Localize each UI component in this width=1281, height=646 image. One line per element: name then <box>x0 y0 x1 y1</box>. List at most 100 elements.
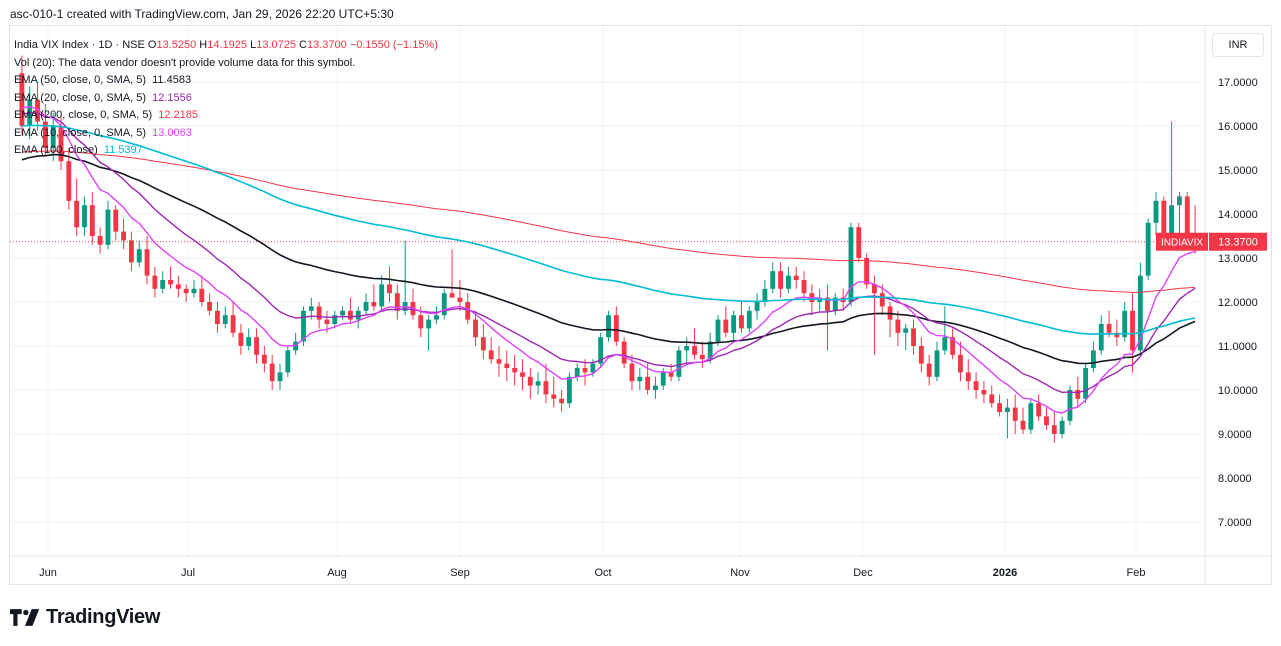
legend-close-value: 13.3700 <box>306 39 347 51</box>
candle <box>434 306 439 324</box>
candle-body <box>238 332 244 346</box>
candle-body <box>1044 416 1049 426</box>
chart-frame[interactable] <box>9 25 1272 585</box>
candle-body <box>324 319 330 324</box>
candle <box>1106 310 1112 338</box>
candle-body <box>1177 196 1182 206</box>
candle <box>973 372 979 399</box>
candle <box>1044 407 1049 430</box>
currency-button[interactable]: INR <box>1212 33 1264 57</box>
candle-body <box>918 346 924 364</box>
candle <box>269 354 275 390</box>
candle-body <box>566 376 572 404</box>
candle <box>926 354 932 386</box>
candle <box>637 368 643 390</box>
candle-body <box>1020 420 1026 430</box>
candle-body <box>1145 222 1151 276</box>
candle-body <box>42 121 48 148</box>
candle-body <box>473 319 478 338</box>
candle <box>230 302 236 338</box>
candle <box>653 376 658 399</box>
candle <box>246 328 252 351</box>
candle-body <box>832 297 838 311</box>
time-tick-label: Sep <box>450 567 470 579</box>
candle-body <box>997 403 1002 412</box>
candle-body <box>1130 310 1135 351</box>
candle-body <box>465 302 471 320</box>
candle-body <box>128 240 134 263</box>
candle <box>504 350 510 382</box>
candle-body <box>684 346 690 351</box>
candle-body <box>707 341 713 360</box>
candle-body <box>621 341 627 364</box>
candle <box>316 302 322 329</box>
candle <box>746 306 752 333</box>
candle-body <box>246 337 252 346</box>
candle <box>371 284 377 311</box>
badge-value-box <box>1209 232 1267 251</box>
candle-body <box>144 249 150 276</box>
time-tick-label: Feb <box>1127 567 1146 579</box>
candle <box>871 275 877 355</box>
candle <box>559 390 564 412</box>
legend-main-row: India VIX Index · 1D · NSE O13.5250 H14.… <box>14 37 438 55</box>
candle-body <box>590 363 596 373</box>
legend-symbol: India VIX Index · 1D · NSE <box>14 39 145 51</box>
price-tick-label: 15.0000 <box>1218 165 1258 177</box>
candle <box>551 376 557 408</box>
candle-body <box>903 328 909 333</box>
candle-body <box>754 302 760 311</box>
candle <box>332 310 338 329</box>
candle-body <box>168 280 173 285</box>
candle-body <box>387 284 392 294</box>
candle-body <box>676 350 682 377</box>
candle-body <box>793 275 799 280</box>
candle-body <box>1067 390 1073 421</box>
candle <box>832 293 838 316</box>
candle-body <box>308 306 314 311</box>
ema-lines <box>21 105 1196 414</box>
candle <box>739 302 744 333</box>
candle-body <box>770 271 776 289</box>
candle-body <box>1122 310 1128 338</box>
candle <box>942 306 948 355</box>
price-tick-label: 8.0000 <box>1218 473 1252 485</box>
candle <box>1114 319 1120 346</box>
candle-body <box>606 315 611 338</box>
candle <box>770 262 776 294</box>
candle <box>918 337 924 373</box>
candle-body <box>637 376 643 382</box>
candle <box>121 218 127 250</box>
legend-ema-50-row: EMA (50, close, 0, SMA, 5) 11.4583 <box>14 72 438 90</box>
candle-body <box>1137 275 1143 351</box>
time-tick-label: Jul <box>181 567 195 579</box>
tradingview-logo-text: TradingView <box>46 605 161 628</box>
candle <box>42 104 48 157</box>
candles <box>19 55 1198 443</box>
candle <box>1090 341 1096 373</box>
candle-body <box>1114 332 1120 338</box>
candle-body <box>199 288 205 302</box>
candle-body <box>762 288 768 302</box>
candle-body <box>121 231 127 241</box>
candle-body <box>660 372 666 386</box>
candle-body <box>746 310 752 329</box>
candle-body <box>50 126 56 148</box>
candle <box>582 359 588 386</box>
legend-ema-10-value: 13.0063 <box>152 126 192 139</box>
candle <box>1153 192 1159 236</box>
candle <box>394 284 400 320</box>
candle <box>144 236 150 285</box>
candle <box>1130 293 1135 373</box>
legend-open-label: O <box>147 39 157 51</box>
candle-body <box>668 372 674 377</box>
candle-body <box>363 302 369 311</box>
candle-body <box>332 315 338 324</box>
candle <box>1098 315 1104 355</box>
candle-body <box>285 350 291 373</box>
price-tick-label: 14.0000 <box>1218 209 1258 221</box>
candle-body <box>731 315 737 333</box>
candle-body <box>136 249 142 263</box>
candle <box>527 368 533 399</box>
